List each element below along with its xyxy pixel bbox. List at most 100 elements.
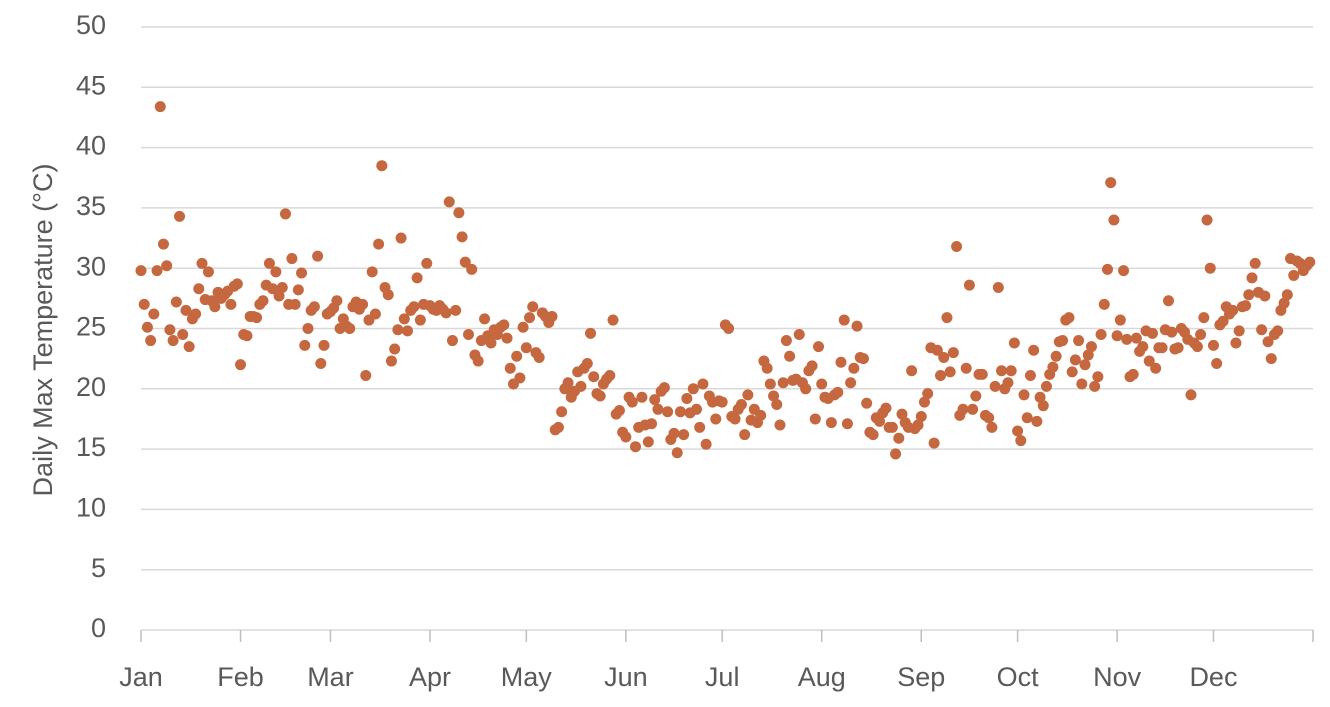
point (1304, 256, 1316, 268)
point (957, 403, 969, 415)
y-tick-label: 50 (76, 10, 106, 40)
point (357, 298, 369, 310)
point (771, 398, 783, 410)
point (1265, 353, 1277, 365)
point (135, 265, 147, 277)
point (1012, 425, 1024, 437)
point (366, 266, 378, 278)
point (552, 421, 564, 433)
point (668, 427, 680, 439)
point (408, 301, 420, 313)
point (938, 351, 950, 363)
point (649, 394, 661, 406)
point (1108, 214, 1120, 226)
point (806, 360, 818, 372)
point (533, 351, 545, 363)
point (527, 301, 539, 313)
point (768, 390, 780, 402)
point (331, 295, 343, 307)
point (276, 281, 288, 293)
point (485, 337, 497, 349)
point (1098, 298, 1110, 310)
point (1259, 290, 1271, 302)
point (382, 289, 394, 301)
point (620, 431, 632, 443)
point (780, 335, 792, 347)
point (1089, 380, 1101, 392)
point (912, 419, 924, 431)
point (376, 160, 388, 172)
point (983, 412, 995, 424)
point (1021, 412, 1033, 424)
y-tick-label: 40 (76, 131, 106, 161)
point (671, 447, 683, 459)
point (613, 405, 625, 417)
point (816, 378, 828, 390)
point (398, 313, 410, 325)
point (880, 402, 892, 414)
point (524, 312, 536, 324)
point (1207, 339, 1219, 351)
point (835, 356, 847, 368)
point (443, 196, 455, 208)
x-tick-label: Jan (119, 662, 163, 692)
point (874, 415, 886, 427)
point (1101, 263, 1113, 275)
point (360, 370, 372, 382)
point (967, 403, 979, 415)
point (813, 341, 825, 353)
point (141, 321, 153, 333)
point (626, 396, 638, 408)
point (700, 438, 712, 450)
point (1243, 289, 1255, 301)
point (832, 386, 844, 398)
point (302, 323, 314, 334)
point (446, 335, 458, 347)
point (1166, 326, 1178, 338)
x-tick-label: Nov (1093, 662, 1142, 692)
point (742, 389, 754, 401)
point (180, 304, 192, 316)
point (296, 267, 308, 279)
point (1227, 304, 1239, 316)
point (1143, 355, 1155, 367)
point (389, 343, 401, 355)
point (716, 396, 728, 408)
point (1240, 300, 1252, 312)
point (1028, 344, 1040, 356)
point (906, 365, 918, 377)
point (1095, 329, 1107, 341)
point (944, 366, 956, 378)
point (289, 298, 301, 310)
point (373, 238, 385, 250)
y-tick-label: 25 (76, 312, 106, 342)
point (1037, 400, 1049, 412)
point (1211, 357, 1223, 369)
point (318, 339, 330, 351)
point (986, 421, 998, 433)
point (1047, 361, 1059, 373)
point (1130, 332, 1142, 344)
point (267, 283, 279, 295)
point (466, 263, 478, 275)
point (857, 353, 869, 365)
point (793, 329, 805, 341)
point (989, 380, 1001, 392)
point (694, 421, 706, 433)
point (851, 320, 863, 332)
point (739, 429, 751, 441)
point (636, 391, 648, 403)
point (1278, 297, 1290, 309)
point (687, 383, 699, 395)
point (161, 260, 173, 272)
point (190, 308, 202, 320)
point (970, 390, 982, 402)
point (1156, 342, 1168, 354)
point (1249, 257, 1261, 269)
point (562, 377, 574, 389)
point (1066, 366, 1078, 378)
y-tick-label: 15 (76, 432, 106, 462)
point (861, 397, 873, 409)
point (1076, 378, 1088, 390)
